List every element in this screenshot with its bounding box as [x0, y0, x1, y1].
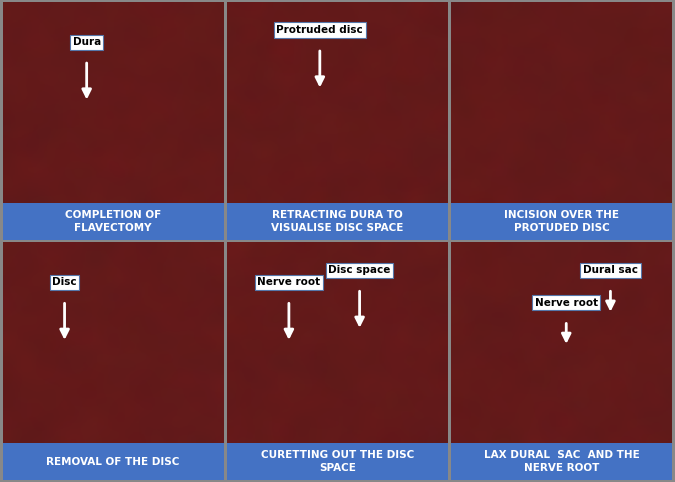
Text: CURETTING OUT THE DISC
SPACE: CURETTING OUT THE DISC SPACE	[261, 451, 414, 473]
Text: INCISION OVER THE
PROTUDED DISC: INCISION OVER THE PROTUDED DISC	[504, 210, 620, 232]
Text: Dura: Dura	[72, 37, 101, 47]
Text: COMPLETION OF
FLAVECTOMY: COMPLETION OF FLAVECTOMY	[65, 210, 161, 232]
Text: LAX DURAL  SAC  AND THE
NERVE ROOT: LAX DURAL SAC AND THE NERVE ROOT	[484, 451, 640, 473]
Text: REMOVAL OF THE DISC: REMOVAL OF THE DISC	[47, 456, 180, 467]
Text: Nerve root: Nerve root	[535, 297, 598, 308]
Text: Dural sac: Dural sac	[583, 266, 638, 275]
Text: Disc: Disc	[52, 278, 77, 287]
Text: Protruded disc: Protruded disc	[277, 25, 363, 35]
Text: Disc space: Disc space	[329, 266, 391, 275]
Text: RETRACTING DURA TO
VISUALISE DISC SPACE: RETRACTING DURA TO VISUALISE DISC SPACE	[271, 210, 404, 232]
Text: Nerve root: Nerve root	[257, 278, 321, 287]
